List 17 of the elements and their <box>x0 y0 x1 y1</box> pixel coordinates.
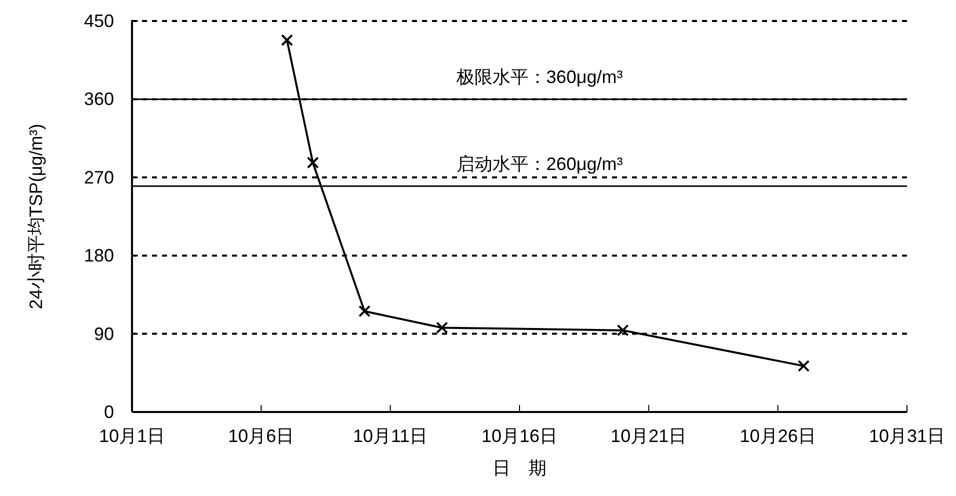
x-tick-label: 10月21日 <box>610 426 687 446</box>
x-tick-label: 10月16日 <box>481 426 558 446</box>
y-tick-label: 0 <box>104 402 114 422</box>
y-tick-label: 90 <box>94 324 114 344</box>
y-tick-label: 360 <box>84 89 114 110</box>
y-tick-label: 180 <box>84 246 114 266</box>
x-axis-title: 日 期 <box>492 458 546 478</box>
y-tick-label: 450 <box>84 11 114 31</box>
ref-line-label: 极限水平：360μg/m³ <box>455 67 623 88</box>
x-tick-label: 10月1日 <box>98 426 166 446</box>
x-tick-label: 10月26日 <box>740 426 816 446</box>
x-tick-label: 10月31日 <box>868 426 946 446</box>
x-tick-label: 10月6日 <box>228 426 294 446</box>
y-axis-title: 24小时平均TSP(μg/m³) <box>26 124 46 310</box>
y-tick-label: 270 <box>84 167 114 188</box>
ref-line-label: 启动水平：260μg/m³ <box>456 154 623 174</box>
x-tick-label: 10月11日 <box>352 426 428 446</box>
